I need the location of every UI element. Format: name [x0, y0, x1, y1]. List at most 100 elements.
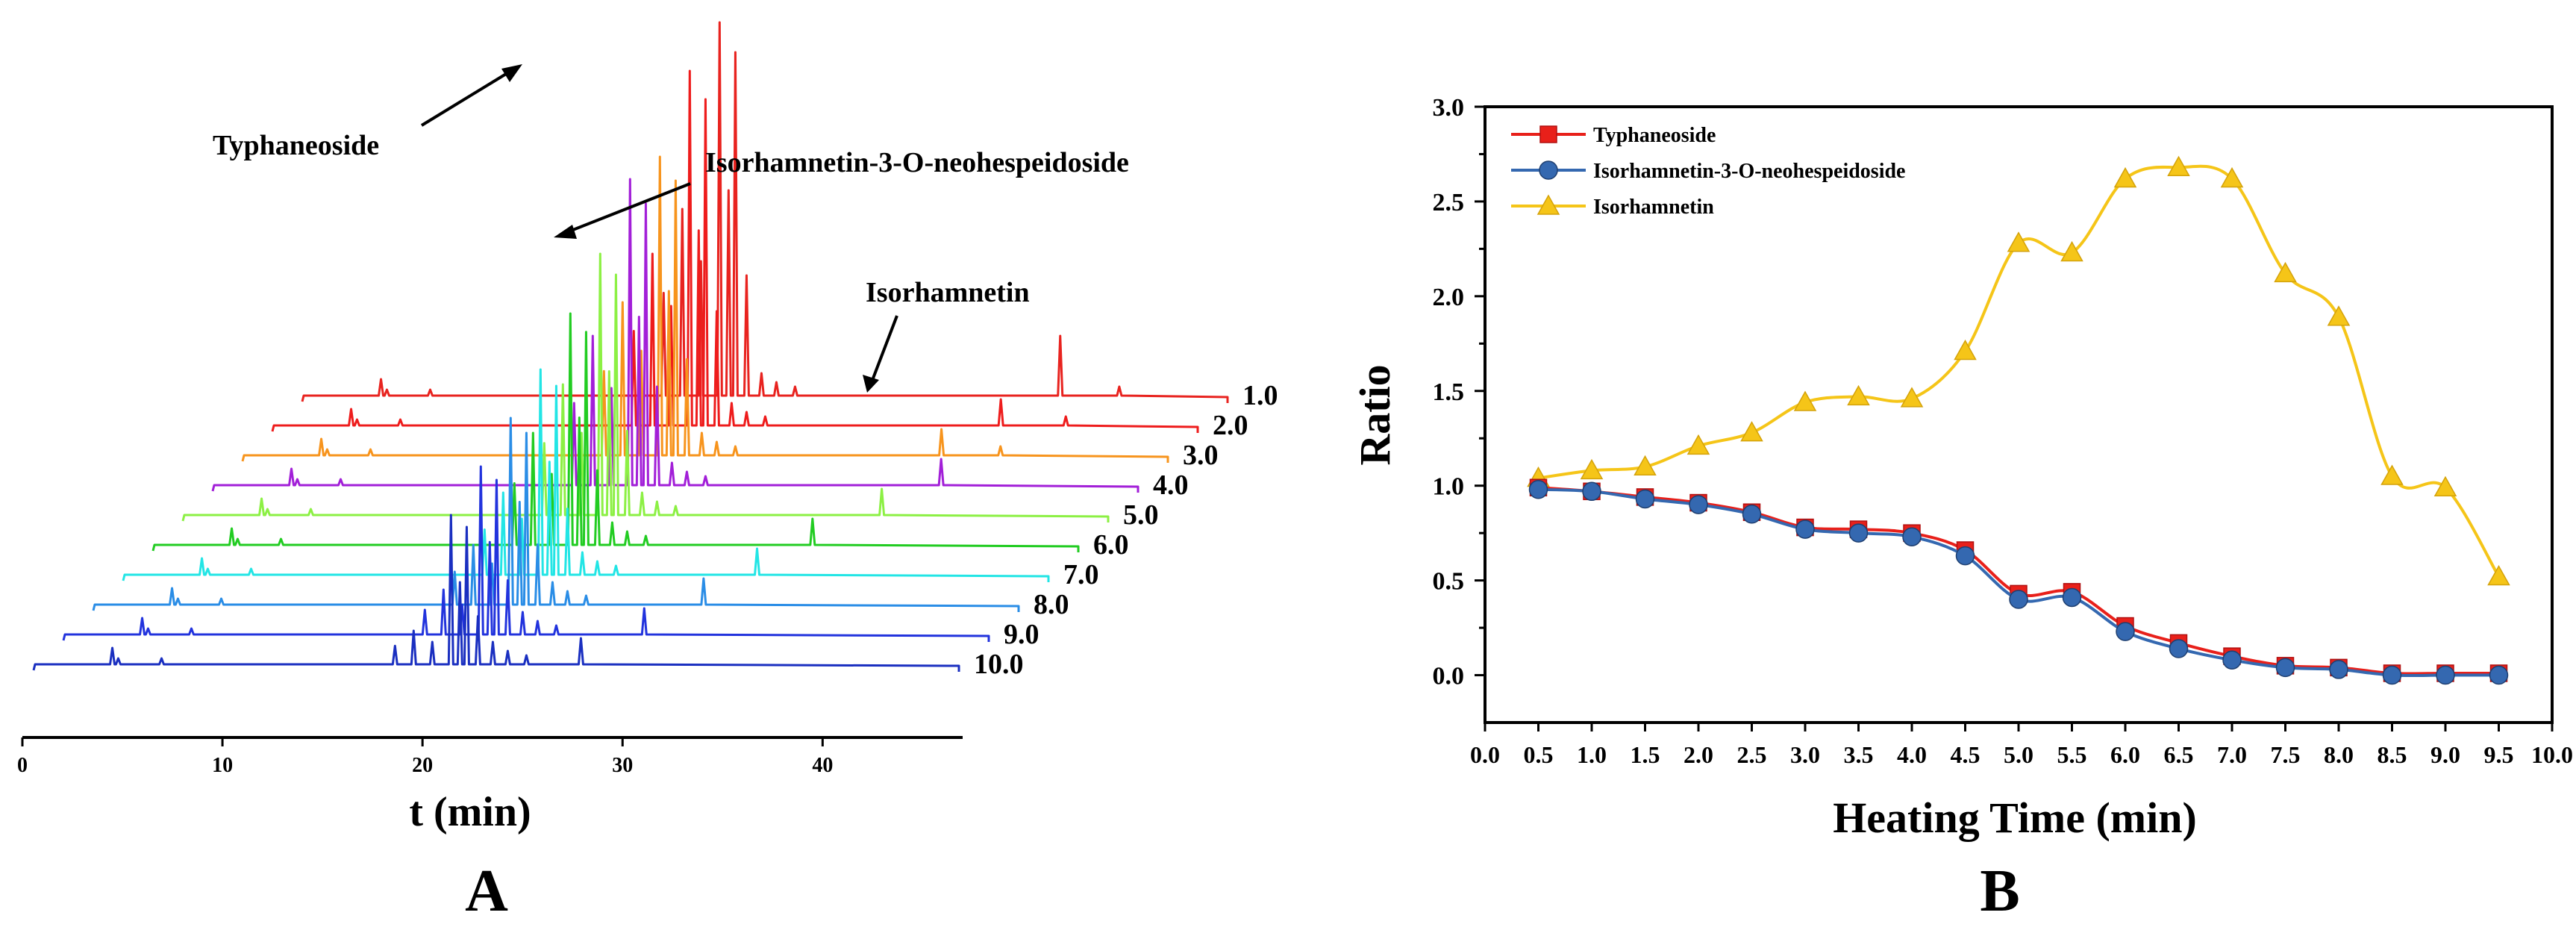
data-point-isorhamnetin [1580, 458, 1604, 480]
x-tick-label-b: 8.5 [2378, 741, 2407, 768]
data-point-isorhamnetin [2433, 475, 2457, 496]
data-point-isorhamnetin [1740, 421, 1763, 442]
chromatogram-trace-7.0 [122, 368, 1050, 582]
legend-label-isorhamnetin: Isorhamnetin [1593, 196, 1714, 219]
x-axis-label-b: Heating Time (min) [1833, 793, 2197, 842]
data-point-isorhamnetin [1847, 384, 1870, 406]
data-point-isorhamnetin-3-o-neohespeidoside [1635, 489, 1655, 509]
legend-label-isorhamnetin-3-o-neohespeidoside: Isorhamnetin-3-O-neohespeidoside [1593, 160, 1905, 183]
data-point-isorhamnetin [2167, 155, 2190, 176]
legend-label-typhaneoside: Typhaneoside [1593, 124, 1716, 147]
panel-a-chromatograms: 1.02.03.04.05.06.07.08.09.010.0 0 10 20 30 4… [17, 21, 1278, 924]
data-point-isorhamnetin-3-o-neohespeidoside [1528, 480, 1548, 499]
legend-marker-isorhamnetin [1536, 194, 1560, 215]
arrowhead-isorhamnetin [863, 375, 879, 393]
trace-label-9.0: 9.0 [1004, 619, 1040, 650]
x-tick-label-b: 1.5 [1631, 741, 1660, 768]
x-tick-label-b: 0.0 [1470, 741, 1500, 768]
arrow-isorhamnetin [870, 315, 898, 383]
data-point-isorhamnetin-3-o-neohespeidoside [2062, 587, 2082, 608]
chromatogram-trace-2.0 [271, 69, 1199, 433]
y-axis-label-text: Ratio [1351, 364, 1399, 465]
x-tick-label-b: 5.0 [2004, 741, 2033, 768]
data-point-isorhamnetin [1634, 455, 1657, 476]
annotation-isorhamnetin: Isorhamnetin [866, 277, 1030, 308]
series-line-isorhamnetin [1538, 164, 2501, 578]
data-point-isorhamnetin [2487, 565, 2510, 586]
x-tick-label-b: 2.0 [1684, 741, 1713, 768]
arrow-isorhamnetin-neo [563, 182, 691, 235]
chromatogram-trace-4.0 [211, 178, 1139, 493]
data-point-isorhamnetin-3-o-neohespeidoside [1582, 481, 1601, 502]
x-tick-label-b: 3.0 [1790, 741, 1820, 768]
data-point-isorhamnetin-3-o-neohespeidoside [2489, 665, 2509, 685]
data-point-isorhamnetin [2113, 166, 2137, 188]
data-point-isorhamnetin [1954, 339, 1977, 361]
trace-label-3.0: 3.0 [1183, 440, 1219, 471]
x-tick-label-b: 0.5 [1524, 741, 1554, 768]
x-tick-label-b: 7.5 [2271, 741, 2301, 768]
arrowhead-typhaneoside [501, 64, 522, 82]
trace-labels: 1.02.03.04.05.06.07.08.09.010.0 [974, 380, 1278, 680]
legend-marker-typhaneoside [1539, 125, 1557, 143]
x-tick-label-b: 5.5 [2057, 741, 2087, 768]
y-tick-label-b: 1.5 [1433, 378, 1465, 406]
annotation-typhaneoside: Typhaneoside [213, 130, 379, 161]
x-tick-label-a: 10 [212, 754, 233, 777]
chromatogram-trace-5.0 [181, 252, 1110, 522]
data-point-isorhamnetin [2327, 305, 2351, 326]
data-point-isorhamnetin-3-o-neohespeidoside [1689, 495, 1708, 514]
annotation-isorhamnetin-neo: Isorhamnetin-3-O-neohespeidoside [705, 147, 1129, 178]
data-point-isorhamnetin-3-o-neohespeidoside [1795, 520, 1815, 539]
x-tick-label-b: 9.0 [2430, 741, 2460, 768]
data-point-isorhamnetin-3-o-neohespeidoside [2009, 590, 2028, 609]
data-point-isorhamnetin-3-o-neohespeidoside [2275, 658, 2295, 678]
data-point-isorhamnetin-3-o-neohespeidoside [1848, 523, 1869, 543]
trace-label-8.0: 8.0 [1034, 589, 1069, 620]
data-point-isorhamnetin-3-o-neohespeidoside [2382, 665, 2402, 685]
data-point-isorhamnetin [1900, 387, 1924, 408]
chromatogram-trace-6.0 [151, 312, 1080, 552]
y-tick-label-b: 0.5 [1433, 568, 1465, 596]
data-point-isorhamnetin [2220, 166, 2244, 188]
x-tick-label-b: 4.0 [1897, 741, 1927, 768]
x-tick-label-b: 10.0 [2531, 741, 2573, 768]
arrowhead-isorhamnetin-neo [554, 225, 577, 239]
series-b [1527, 155, 2510, 685]
chromatogram-trace-1.0 [301, 21, 1229, 403]
y-ticks-b: 0.0 0.5 1.0 1.5 2.0 2.5 3.0 [1433, 94, 1485, 690]
trace-label-4.0: 4.0 [1153, 470, 1189, 501]
x-tick-label-b: 8.0 [2324, 741, 2354, 768]
trace-label-10.0: 10.0 [974, 649, 1024, 680]
y-tick-label-b: 1.0 [1433, 473, 1465, 501]
chromatogram-trace-10.0 [32, 514, 960, 672]
x-tick-label-b: 4.5 [1951, 741, 1981, 768]
x-tick-label-b: 6.0 [2110, 741, 2140, 768]
trace-label-7.0: 7.0 [1063, 559, 1099, 590]
y-axis-label-b: Ratio [1351, 364, 1399, 465]
chromatogram-trace-3.0 [241, 155, 1169, 463]
trace-label-2.0: 2.0 [1213, 410, 1248, 441]
trace-label-1.0: 1.0 [1242, 380, 1278, 411]
y-tick-label-b: 2.5 [1433, 189, 1465, 216]
panel-label-b: B [1980, 858, 2019, 924]
chromatogram-trace-9.0 [62, 465, 990, 642]
data-point-isorhamnetin-3-o-neohespeidoside [2436, 665, 2455, 685]
data-point-isorhamnetin-3-o-neohespeidoside [1742, 505, 1762, 524]
data-point-isorhamnetin-3-o-neohespeidoside [1955, 546, 1975, 566]
data-point-isorhamnetin-3-o-neohespeidoside [2116, 622, 2135, 641]
data-point-isorhamnetin-3-o-neohespeidoside [1902, 527, 1922, 546]
data-point-isorhamnetin [2380, 464, 2404, 485]
x-ticks-b: 0.0 0.5 1.0 1.5 2.0 2.5 3.0 3.5 4.0 4.5 5.0 5.5 6.0 6… [1470, 723, 2573, 768]
chromatogram-trace-8.0 [92, 417, 1020, 612]
legend-marker-isorhamnetin-3-o-neohespeidoside [1539, 160, 1558, 180]
legend-b: Typhaneoside Isorhamnetin-3-O-neohespeido… [1511, 124, 1905, 219]
panel-b-ratio-chart: 0.0 0.5 1.0 1.5 2.0 2.5 3.0 0.0 0.5 1.0 1.5 2.0 2.5… [1351, 94, 2573, 924]
x-axis-label-a: t (min) [409, 789, 531, 835]
x-tick-label-a: 30 [612, 754, 633, 777]
x-tick-label-b: 1.0 [1577, 741, 1607, 768]
data-point-isorhamnetin [2060, 240, 2083, 262]
data-point-isorhamnetin-3-o-neohespeidoside [2169, 639, 2189, 658]
panel-label-a: A [465, 858, 508, 924]
